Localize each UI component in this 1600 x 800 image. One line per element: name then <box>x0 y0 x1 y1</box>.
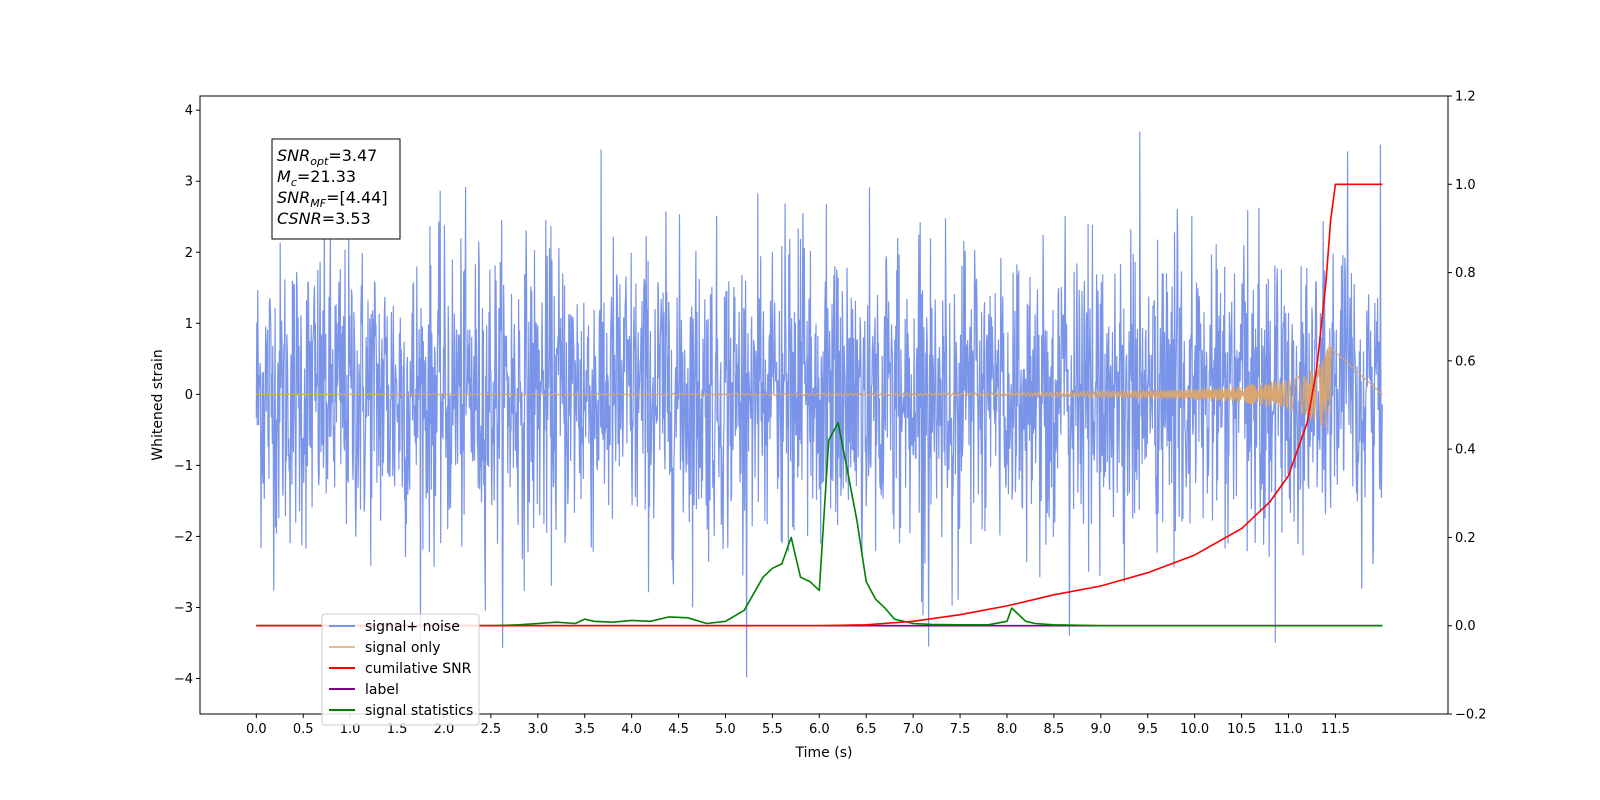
y2-tick-label: 0.2 <box>1455 531 1476 546</box>
y2-tick-label: 0.4 <box>1455 443 1476 458</box>
legend-label: signal+ noise <box>365 619 460 635</box>
x-tick-label: 4.5 <box>668 722 689 737</box>
annotation-line: Mc=21.33 <box>277 167 356 189</box>
y-tick-label: 0 <box>185 388 193 403</box>
x-tick-label: 9.0 <box>1090 722 1111 737</box>
x-tick-label: 7.5 <box>950 722 971 737</box>
annotation-line: CSNR=3.53 <box>277 209 371 228</box>
plot-frame <box>199 95 1449 715</box>
x-tick-label: 5.5 <box>762 722 783 737</box>
y-tick-label: −4 <box>174 672 193 687</box>
y-tick-label: 2 <box>185 246 193 261</box>
x-tick-label: 3.5 <box>574 722 595 737</box>
x-tick-label: 7.0 <box>903 722 924 737</box>
y2-tick-label: 0.0 <box>1455 619 1476 634</box>
x-tick-label: 6.5 <box>856 722 877 737</box>
legend-label: cumilative SNR <box>365 661 472 677</box>
x-tick-label: 8.5 <box>1044 722 1065 737</box>
x-tick-label: 1.0 <box>340 722 361 737</box>
x-tick-label: 4.0 <box>621 722 642 737</box>
x-tick-label: 6.0 <box>809 722 830 737</box>
x-tick-label: 2.0 <box>434 722 455 737</box>
x-tick-label: 5.0 <box>715 722 736 737</box>
y2-tick-label: 1.0 <box>1455 178 1476 193</box>
x-tick-label: 11.0 <box>1274 722 1303 737</box>
legend-label: label <box>365 682 399 698</box>
x-tick-label: 10.0 <box>1180 722 1209 737</box>
series-signal-only <box>256 344 1383 428</box>
x-tick-label: 2.5 <box>481 722 502 737</box>
y-axis-left: 4 3 2 1 0 −1 −2 −3 −4 <box>174 104 200 687</box>
x-tick-label: 11.5 <box>1321 722 1350 737</box>
x-tick-label: 9.5 <box>1137 722 1158 737</box>
y2-tick-label: 1.2 <box>1455 90 1476 105</box>
x-tick-label: 1.5 <box>387 722 408 737</box>
x-tick-label: 0.0 <box>246 722 267 737</box>
annotation-line: SNRMF=[4.44] <box>277 188 388 210</box>
y2-tick-label: 0.6 <box>1455 354 1476 369</box>
annotation-frame <box>271 138 401 240</box>
legend-label: signal statistics <box>365 703 473 719</box>
x-tick-label: 10.5 <box>1227 722 1256 737</box>
x-tick-label: 3.0 <box>527 722 548 737</box>
legend-label: signal only <box>365 640 440 656</box>
y-axis-right: 1.2 1.0 0.8 0.6 0.4 0.2 0.0 −0.2 <box>1448 90 1487 723</box>
x-axis: 0.0 0.5 1.0 1.5 2.0 2.5 3.0 3.5 4.0 4.5 5.0 5.5 6.0 6… <box>246 714 1350 737</box>
y-tick-label: 1 <box>185 317 193 332</box>
y-tick-label: −2 <box>174 530 193 545</box>
series-signal-statistics <box>256 421 1383 627</box>
y2-tick-label: −0.2 <box>1455 708 1487 723</box>
y-tick-label: 4 <box>185 104 193 119</box>
series-signal-noise <box>255 131 1383 678</box>
legend-frame <box>321 613 480 726</box>
y-tick-label: −1 <box>174 459 193 474</box>
x-axis-title: Time (s) <box>795 745 853 761</box>
series-cumulative-snr <box>256 183 1383 627</box>
legend: signal+ noise signal only cumilative SNR la… <box>321 613 480 726</box>
x-tick-label: 0.5 <box>293 722 314 737</box>
x-tick-label: 8.0 <box>997 722 1018 737</box>
y-tick-label: 3 <box>185 175 193 190</box>
y-axis-title: Whitened strain <box>150 349 166 460</box>
y-tick-label: −3 <box>174 601 193 616</box>
y2-tick-label: 0.8 <box>1455 266 1476 281</box>
annotation-line: SNRopt=3.47 <box>277 146 377 168</box>
